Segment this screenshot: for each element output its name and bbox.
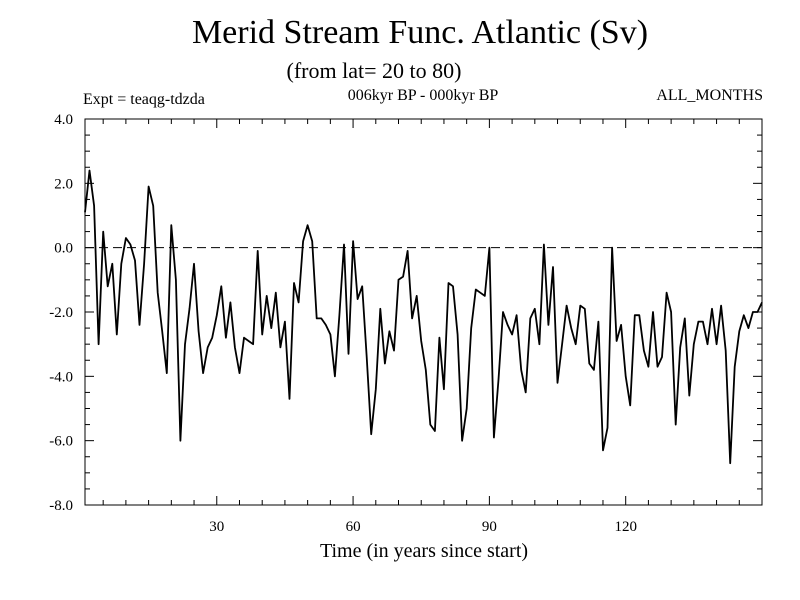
period-label: 006kyr BP - 000kyr BP <box>347 87 499 104</box>
y-tick-label: 2.0 <box>54 176 73 192</box>
y-tick-label: -4.0 <box>49 369 73 385</box>
series-layer <box>84 169 763 465</box>
x-tick-label: 90 <box>482 519 497 535</box>
chart-title: Merid Stream Func. Atlantic (Sv) <box>191 14 649 51</box>
y-tick-label: 0.0 <box>54 241 73 257</box>
tick-labels: 4.0 2.0 0.0 -2.0 -4.0 -6.0 -8.0 30 60 90 120 <box>49 112 637 535</box>
y-tick-label: -6.0 <box>49 434 73 450</box>
plot-frame <box>84 118 763 506</box>
axis-ticks <box>85 118 762 506</box>
y-tick-label: -2.0 <box>49 305 73 321</box>
months-label: ALL_MONTHS <box>656 87 763 104</box>
experiment-label: Expt = teaqg-tdzda <box>83 91 205 108</box>
series-line <box>84 169 763 465</box>
chart-subtitle: (from lat= 20 to 80) <box>286 58 462 83</box>
x-tick-label: 120 <box>614 519 637 535</box>
y-tick-label: -8.0 <box>49 498 73 514</box>
x-tick-label: 60 <box>346 519 361 535</box>
y-tick-label: 4.0 <box>54 112 73 128</box>
x-tick-label: 30 <box>209 519 224 535</box>
x-axis-label: Time (in years since start) <box>319 540 529 562</box>
